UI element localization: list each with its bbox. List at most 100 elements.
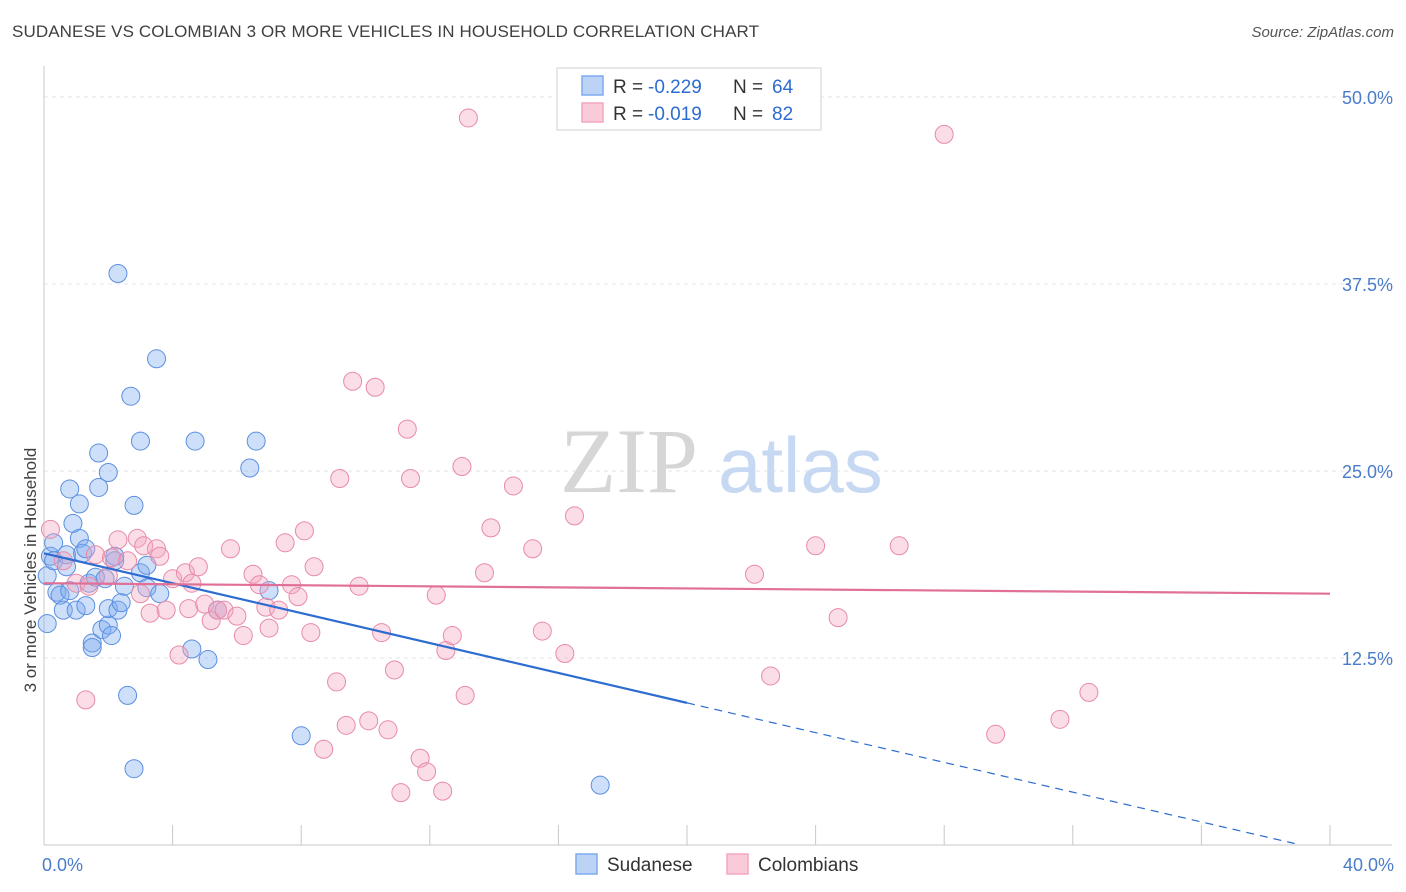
legend-r-value-1: -0.019 — [648, 104, 702, 125]
sudanese-point-52 — [246, 431, 266, 451]
colombians-point-72 — [761, 666, 781, 686]
bottom-legend-label-colombians: Colombians — [758, 855, 858, 876]
trend-layer — [43, 552, 1331, 845]
colombians-point-70 — [564, 506, 584, 526]
sudanese-point-38 — [121, 386, 141, 406]
sudanese-point-27 — [98, 615, 118, 635]
colombians-point-73 — [806, 536, 826, 556]
colombians-point-27 — [220, 539, 240, 559]
x-tick-label-1: 40.0% — [1343, 855, 1394, 875]
colombians-point-56 — [417, 762, 437, 782]
colombians-point-16 — [156, 600, 176, 620]
colombians-point-66 — [503, 476, 523, 496]
legend-r-label-1: R = — [613, 104, 643, 125]
colombians-point-79 — [1079, 682, 1099, 702]
colombians-point-20 — [179, 599, 199, 619]
colombians-point-23 — [195, 594, 215, 614]
sudanese-trend-line — [43, 552, 688, 704]
legend-n-value-0: 64 — [772, 77, 794, 98]
colombians-point-5 — [85, 545, 105, 565]
colombians-point-10 — [127, 528, 147, 548]
colombians-point-43 — [330, 468, 350, 488]
axes — [43, 66, 1392, 846]
sudanese-point-10 — [60, 581, 80, 601]
x-tick-label-0: 0.0% — [42, 855, 83, 875]
colombians-point-44 — [336, 715, 356, 735]
sudanese-point-46 — [150, 584, 170, 604]
colombians-point-40 — [304, 557, 324, 577]
sudanese-point-49 — [198, 649, 218, 669]
colombians-point-63 — [458, 108, 478, 128]
sudanese-point-36 — [114, 576, 134, 596]
colombians-point-71 — [745, 564, 765, 584]
colombians-point-58 — [433, 781, 453, 801]
colombians-point-77 — [986, 724, 1006, 744]
colombians-point-7 — [102, 548, 122, 568]
legend-swatch-sudanese — [581, 75, 604, 96]
sudanese-point-40 — [124, 495, 144, 515]
colombians-point-28 — [227, 606, 247, 626]
sudanese-point-6 — [50, 585, 70, 605]
sudanese-point-41 — [130, 431, 150, 451]
y-tick-labels: 12.5% 25.0% 37.5% 50.0% — [1342, 88, 1393, 669]
sudanese-point-32 — [105, 546, 125, 566]
watermark-zip: ZIP — [560, 410, 698, 512]
sudanese-point-39 — [124, 759, 144, 779]
colombians-point-39 — [301, 623, 321, 643]
bottom-legend-swatch-sudanese — [575, 853, 598, 875]
colombians-point-75 — [889, 536, 909, 556]
colombians-point-76 — [934, 124, 954, 144]
sudanese-point-47 — [185, 431, 205, 451]
colombians-point-29 — [233, 626, 253, 646]
sudanese-point-17 — [76, 596, 96, 616]
colombians-point-8 — [108, 530, 128, 550]
sudanese-point-51 — [240, 458, 260, 478]
sudanese-point-53 — [259, 581, 279, 601]
colombians-point-50 — [378, 720, 398, 740]
series-colombians — [40, 108, 1099, 803]
colombians-point-74 — [828, 608, 848, 628]
colombians-point-61 — [452, 457, 472, 477]
bottom-legend: Sudanese Colombians — [575, 853, 858, 876]
bottom-legend-label-sudanese: Sudanese — [607, 855, 693, 876]
colombians-point-42 — [327, 672, 347, 692]
colombians-point-62 — [455, 685, 475, 705]
colombians-point-9 — [118, 551, 138, 571]
series-layer — [37, 108, 1099, 803]
sudanese-point-28 — [98, 599, 118, 619]
gridlines — [44, 96, 1392, 659]
colombians-point-37 — [288, 587, 308, 607]
y-axis-label: 3 or more Vehicles in Household — [21, 448, 40, 693]
chart-title: SUDANESE VS COLOMBIAN 3 OR MORE VEHICLES… — [12, 22, 760, 41]
legend-n-label-1: N = — [733, 104, 763, 125]
colombians-point-12 — [134, 536, 154, 556]
colombians-point-57 — [426, 585, 446, 605]
sudanese-point-37 — [118, 685, 138, 705]
y-tick-label-0: 12.5% — [1342, 649, 1393, 669]
colombians-point-24 — [201, 611, 221, 631]
sudanese-point-54 — [291, 726, 311, 746]
colombians-point-22 — [188, 557, 208, 577]
colombians-point-67 — [523, 539, 543, 559]
x-tick-labels: 0.0% 40.0% — [42, 855, 1394, 875]
colombians-point-64 — [474, 563, 494, 583]
colombians-point-35 — [275, 533, 295, 553]
colombians-point-33 — [259, 618, 279, 638]
colombians-point-45 — [343, 371, 363, 391]
colombians-point-18 — [169, 645, 189, 665]
colombians-point-51 — [384, 660, 404, 680]
colombians-point-25 — [208, 600, 228, 620]
sudanese-point-45 — [147, 349, 167, 369]
colombians-point-78 — [1050, 709, 1070, 729]
colombians-point-15 — [150, 546, 170, 566]
y-tick-label-2: 37.5% — [1342, 275, 1393, 295]
sudanese-point-48 — [182, 639, 202, 659]
colombians-trend-line — [43, 582, 1331, 595]
colombians-point-65 — [481, 518, 501, 538]
bottom-legend-swatch-colombians — [726, 853, 749, 875]
colombians-point-54 — [401, 468, 421, 488]
y-tick-label-3: 50.0% — [1342, 88, 1393, 108]
colombians-point-1 — [53, 551, 73, 571]
colombians-point-69 — [555, 644, 575, 664]
